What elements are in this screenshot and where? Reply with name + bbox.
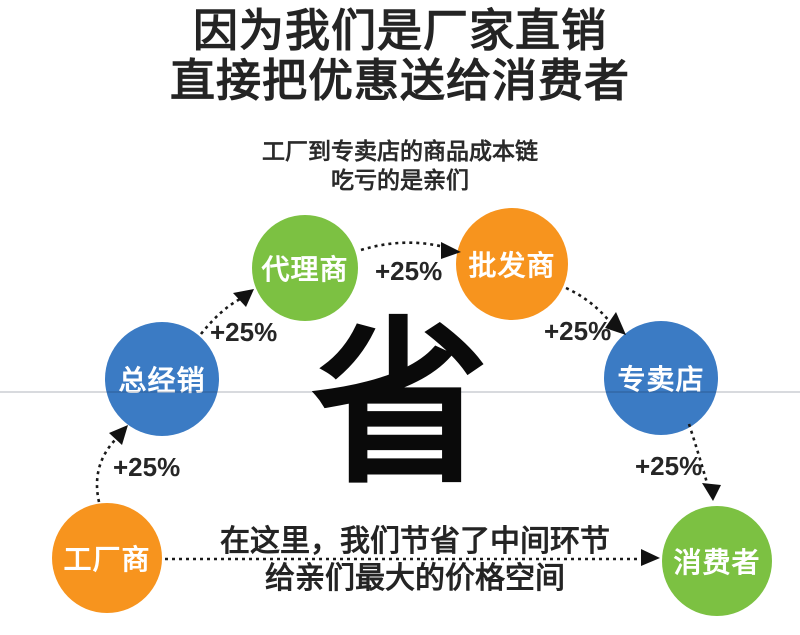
save-character: 省 — [311, 305, 489, 504]
subtitle: 工厂到专卖店的商品成本链 吃亏的是亲们 — [0, 137, 800, 195]
node-factory-label: 工厂商 — [63, 544, 151, 575]
node-agent: 代理商 — [252, 215, 358, 321]
node-wholesaler: 批发商 — [456, 208, 568, 320]
page-title-line1: 因为我们是厂家直销 — [192, 5, 607, 56]
node-wholesaler-label: 批发商 — [468, 250, 556, 281]
node-factory: 工厂商 — [52, 503, 162, 613]
node-specialty-store-label: 专卖店 — [617, 364, 705, 395]
footer-line2: 给亲们最大的价格空间 — [265, 562, 565, 595]
footer-line1: 在这里，我们节省了中间环节 — [220, 525, 610, 558]
subtitle-line2: 吃亏的是亲们 — [331, 167, 469, 193]
increment-label-agent-wholesaler: +25% — [375, 256, 443, 286]
node-consumer-label: 消费者 — [673, 547, 761, 578]
node-general-distributor-label: 总经销 — [118, 365, 206, 396]
connector-agent-to-wholesaler — [360, 241, 445, 252]
node-agent-label: 代理商 — [261, 254, 349, 285]
arrowhead-up-right-icon — [233, 289, 254, 307]
footer-message: 在这里，我们节省了中间环节 给亲们最大的价格空间 — [0, 523, 800, 597]
page-title-line2: 直接把优惠送给消费者 — [169, 55, 630, 106]
node-specialty-store: 专卖店 — [604, 321, 718, 435]
node-general-distributor: 总经销 — [105, 322, 219, 436]
page-title: 因为我们是厂家直销 直接把优惠送给消费者 — [0, 6, 800, 106]
subtitle-line1: 工厂到专卖店的商品成本链 — [262, 138, 538, 164]
node-consumer: 消费者 — [662, 506, 772, 616]
increment-label-factory-distributor: +25% — [113, 452, 181, 482]
